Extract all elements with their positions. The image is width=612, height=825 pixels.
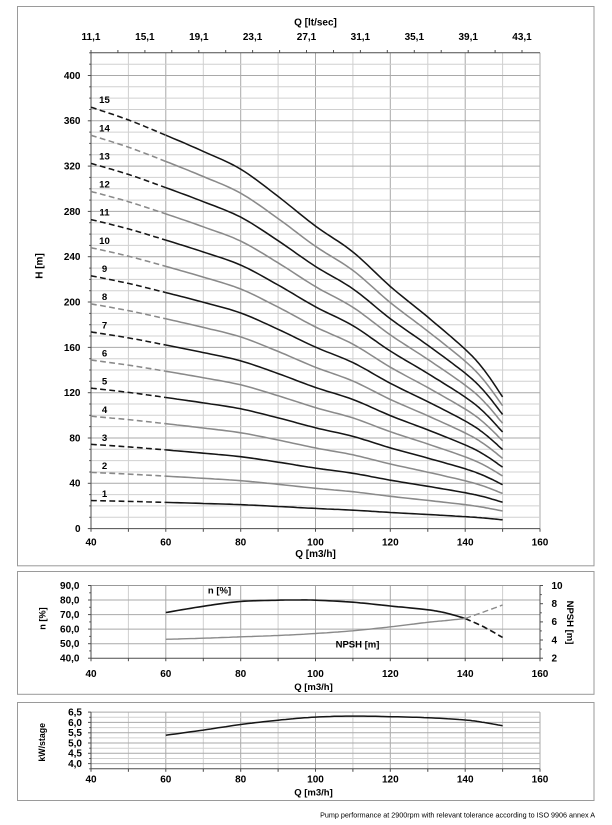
svg-text:60: 60 bbox=[160, 775, 172, 786]
svg-text:19,1: 19,1 bbox=[189, 32, 209, 43]
svg-text:160: 160 bbox=[532, 669, 549, 680]
svg-text:200: 200 bbox=[64, 297, 81, 308]
svg-text:11,1: 11,1 bbox=[82, 32, 101, 43]
svg-text:400: 400 bbox=[64, 71, 81, 82]
svg-text:2: 2 bbox=[102, 461, 107, 472]
svg-text:50,0: 50,0 bbox=[60, 639, 80, 650]
svg-text:160: 160 bbox=[64, 343, 81, 354]
svg-text:60: 60 bbox=[160, 669, 172, 680]
svg-text:70,0: 70,0 bbox=[60, 610, 80, 621]
svg-text:160: 160 bbox=[532, 775, 549, 786]
svg-text:0: 0 bbox=[75, 524, 81, 535]
svg-text:40,0: 40,0 bbox=[60, 654, 80, 665]
svg-text:6: 6 bbox=[552, 617, 558, 628]
svg-text:320: 320 bbox=[64, 162, 81, 173]
svg-text:80: 80 bbox=[235, 538, 247, 549]
svg-text:13: 13 bbox=[99, 151, 110, 162]
svg-text:4,0: 4,0 bbox=[68, 759, 82, 770]
svg-text:60: 60 bbox=[160, 538, 172, 549]
svg-text:8: 8 bbox=[552, 599, 558, 610]
svg-text:140: 140 bbox=[457, 669, 474, 680]
svg-text:5,5: 5,5 bbox=[68, 728, 82, 739]
svg-text:15: 15 bbox=[99, 95, 110, 106]
svg-text:360: 360 bbox=[64, 116, 81, 127]
svg-text:100: 100 bbox=[307, 538, 324, 549]
svg-text:3: 3 bbox=[102, 433, 107, 444]
svg-text:280: 280 bbox=[64, 207, 81, 218]
svg-text:120: 120 bbox=[382, 538, 399, 549]
svg-text:Q [lt/sec]: Q [lt/sec] bbox=[294, 18, 337, 29]
svg-text:H [m]: H [m] bbox=[35, 253, 46, 279]
svg-text:10: 10 bbox=[99, 236, 110, 247]
svg-text:7: 7 bbox=[102, 320, 107, 331]
svg-text:4: 4 bbox=[552, 635, 558, 646]
svg-text:100: 100 bbox=[307, 775, 324, 786]
svg-text:NPSH [m]: NPSH [m] bbox=[564, 601, 575, 645]
svg-text:6,0: 6,0 bbox=[68, 718, 82, 729]
svg-text:27,1: 27,1 bbox=[297, 32, 317, 43]
svg-text:5: 5 bbox=[102, 377, 108, 388]
svg-text:80: 80 bbox=[235, 669, 247, 680]
svg-text:39,1: 39,1 bbox=[458, 32, 478, 43]
svg-text:43,1: 43,1 bbox=[512, 32, 532, 43]
svg-text:15,1: 15,1 bbox=[135, 32, 155, 43]
svg-text:120: 120 bbox=[382, 669, 399, 680]
svg-text:140: 140 bbox=[457, 775, 474, 786]
svg-text:240: 240 bbox=[64, 252, 81, 263]
svg-text:40: 40 bbox=[85, 538, 97, 549]
svg-text:kW/stage: kW/stage bbox=[37, 723, 47, 762]
svg-text:n [%]: n [%] bbox=[38, 607, 48, 629]
svg-text:120: 120 bbox=[64, 388, 81, 399]
svg-text:9: 9 bbox=[102, 264, 107, 275]
svg-text:NPSH [m]: NPSH [m] bbox=[336, 640, 380, 651]
svg-text:1: 1 bbox=[102, 489, 108, 500]
svg-text:Q [m3/h]: Q [m3/h] bbox=[295, 549, 336, 560]
svg-text:8: 8 bbox=[102, 292, 108, 303]
svg-text:Q [m3/h]: Q [m3/h] bbox=[294, 787, 333, 798]
svg-text:10: 10 bbox=[552, 581, 564, 592]
svg-text:23,1: 23,1 bbox=[243, 32, 263, 43]
svg-text:14: 14 bbox=[99, 123, 110, 134]
svg-text:Pump performance at 2900rpm wi: Pump performance at 2900rpm with relevan… bbox=[320, 810, 595, 819]
svg-text:6: 6 bbox=[102, 349, 107, 360]
svg-text:160: 160 bbox=[532, 538, 549, 549]
svg-text:6,5: 6,5 bbox=[68, 708, 82, 719]
svg-text:2: 2 bbox=[552, 654, 558, 665]
svg-text:35,1: 35,1 bbox=[405, 32, 425, 43]
svg-text:4,5: 4,5 bbox=[68, 749, 82, 760]
svg-text:140: 140 bbox=[457, 538, 474, 549]
svg-text:5,0: 5,0 bbox=[68, 738, 82, 749]
svg-text:11: 11 bbox=[99, 208, 110, 219]
svg-text:60,0: 60,0 bbox=[60, 625, 80, 636]
svg-text:4: 4 bbox=[102, 405, 108, 416]
svg-text:100: 100 bbox=[307, 669, 324, 680]
svg-text:40: 40 bbox=[85, 669, 97, 680]
svg-text:80: 80 bbox=[69, 433, 81, 444]
svg-text:40: 40 bbox=[85, 775, 97, 786]
svg-text:80,0: 80,0 bbox=[60, 595, 80, 606]
svg-text:40: 40 bbox=[69, 479, 81, 490]
svg-text:Q [m3/h]: Q [m3/h] bbox=[294, 682, 333, 693]
svg-text:120: 120 bbox=[382, 775, 399, 786]
svg-text:90,0: 90,0 bbox=[60, 581, 80, 592]
svg-text:12: 12 bbox=[99, 180, 110, 191]
svg-text:80: 80 bbox=[235, 775, 247, 786]
svg-text:n [%]: n [%] bbox=[208, 586, 231, 597]
svg-text:31,1: 31,1 bbox=[351, 32, 371, 43]
